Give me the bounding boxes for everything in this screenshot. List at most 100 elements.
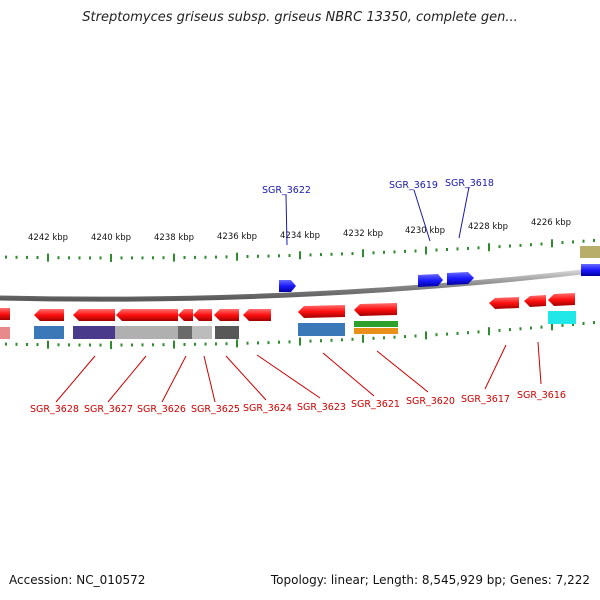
label-sgr-3626[interactable]: SGR_3626: [137, 404, 186, 415]
label-sgr-3625[interactable]: SGR_3625: [191, 404, 240, 415]
label-sgr-3624[interactable]: SGR_3624: [243, 403, 292, 414]
ruler-tick: [414, 334, 417, 338]
gene-sgr-3625[interactable]: [178, 309, 193, 321]
ruler-tick: [551, 322, 553, 331]
ruler-tick: [530, 243, 532, 247]
ruler-tick: [393, 335, 396, 339]
ruler-tick: [152, 343, 154, 347]
label-sgr-3621[interactable]: SGR_3621: [351, 399, 400, 410]
ruler-tick: [393, 250, 396, 254]
gene-sgr-3623[interactable]: [298, 305, 345, 318]
gene-sgr-3624[interactable]: [214, 309, 239, 321]
label-sgr-3619[interactable]: SGR_3619: [389, 180, 438, 191]
leader-sgr-3623: [256, 354, 321, 399]
ruler-tick: [15, 255, 18, 259]
ruler-tick: [110, 341, 112, 350]
gene-sgr-3626[interactable]: [116, 309, 178, 321]
ruler-tick: [36, 343, 39, 347]
label-sgr-3622[interactable]: SGR_3622: [262, 185, 311, 196]
feature-bar-green: [354, 321, 398, 327]
gene-sgr-3627[interactable]: [73, 309, 115, 321]
label-sgr-3616[interactable]: SGR_3616: [517, 390, 566, 401]
ruler-tick: [488, 327, 490, 336]
gene-sgr-3617[interactable]: [489, 297, 519, 309]
gene-sgr-3624b[interactable]: [243, 309, 271, 321]
ruler-tick: [404, 249, 406, 253]
map-title: Streptomyces griseus subsp. griseus NBRC…: [82, 10, 518, 25]
gene-sgr-3625b[interactable]: [193, 309, 212, 321]
leader-sgr-3618: [458, 186, 470, 239]
leader-sgr-3617: [484, 344, 507, 390]
feature-bar-darkgray: [178, 326, 192, 339]
ruler-tick: [131, 343, 133, 347]
gene-partial-left-red[interactable]: [0, 308, 10, 320]
feature-bar-steelblue: [34, 326, 64, 339]
ruler-tick: [425, 246, 427, 255]
genome-backbone: [0, 267, 600, 302]
ruler-tick: [173, 253, 175, 262]
ruler-tick: [551, 239, 553, 248]
ruler-ticks-lower: [5, 321, 595, 350]
reverse-strand-genes: [0, 293, 575, 321]
ruler-tick: [456, 331, 459, 335]
ruler-label-4240: 4240 kbp: [91, 233, 131, 243]
ruler-label-4226: 4226 kbp: [531, 218, 571, 228]
ruler-tick: [383, 250, 385, 254]
gene-sgr-3616[interactable]: [524, 295, 546, 307]
ruler-tick: [225, 255, 228, 259]
label-sgr-3620[interactable]: SGR_3620: [406, 396, 455, 407]
label-sgr-3623[interactable]: SGR_3623: [297, 402, 346, 413]
ruler-tick: [299, 337, 301, 346]
ruler-tick: [120, 256, 123, 260]
topology-info: Topology: linear; Length: 8,545,929 bp; …: [270, 573, 590, 587]
ruler-label-4236: 4236 kbp: [217, 232, 257, 242]
gene-sgr-3618[interactable]: [447, 272, 474, 285]
gene-sgr-3622[interactable]: [279, 280, 296, 292]
ruler-tick: [309, 253, 312, 257]
forward-strand-genes: [279, 246, 600, 292]
label-sgr-3627[interactable]: SGR_3627: [84, 404, 133, 415]
ruler-tick: [225, 342, 228, 346]
ruler-ticks-upper: [5, 238, 595, 262]
ruler-tick: [530, 326, 532, 330]
gene-sgr-3628[interactable]: [34, 309, 64, 321]
gene-sgr-3616b[interactable]: [548, 293, 575, 306]
ruler-tick: [509, 244, 511, 248]
ruler-tick: [498, 328, 501, 332]
ruler-tick: [477, 246, 480, 250]
ruler-tick: [519, 243, 522, 247]
ruler-tick: [99, 256, 102, 260]
ruler-tick: [89, 256, 91, 260]
label-sgr-3617[interactable]: SGR_3617: [461, 394, 510, 405]
leader-sgr-3627: [107, 355, 147, 403]
ruler-tick: [47, 253, 49, 262]
ruler-tick: [498, 245, 501, 249]
ruler-tick: [183, 256, 186, 259]
ruler-tick: [110, 253, 112, 262]
ruler-tick: [456, 247, 459, 251]
ruler-tick: [435, 333, 438, 337]
ruler-tick: [162, 343, 165, 347]
label-sgr-3628[interactable]: SGR_3628: [30, 404, 79, 415]
gene-partial-right-blue[interactable]: [581, 264, 600, 276]
ruler-tick: [446, 332, 448, 336]
gene-sgr-3619[interactable]: [418, 274, 443, 287]
ruler-tick: [204, 255, 207, 259]
ruler-label-4232: 4232 kbp: [343, 229, 383, 239]
ruler-tick: [372, 336, 375, 340]
gene-sgr-3621[interactable]: [354, 303, 397, 316]
ruler-tick: [519, 327, 522, 331]
leader-sgr-3624: [225, 355, 267, 401]
ruler-tick: [320, 339, 322, 343]
feature-partial-right-olive: [580, 246, 600, 258]
ruler-tick: [404, 335, 406, 339]
label-sgr-3618[interactable]: SGR_3618: [445, 178, 494, 189]
leader-sgr-3625: [203, 355, 216, 403]
ruler-tick: [593, 321, 595, 325]
ruler-tick: [488, 243, 490, 252]
ruler-tick: [246, 255, 249, 258]
ruler-tick: [194, 255, 196, 259]
ruler-tick: [141, 256, 144, 260]
